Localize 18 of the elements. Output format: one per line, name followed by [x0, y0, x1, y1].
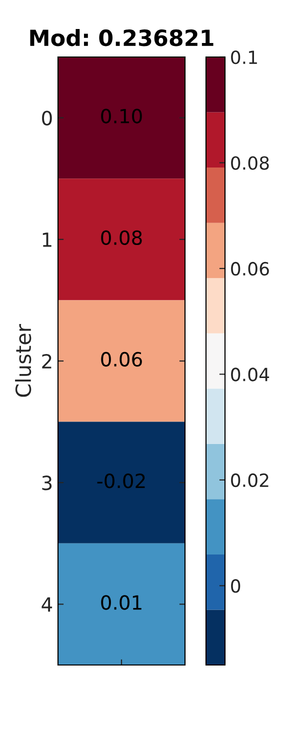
- color-bar-label: 0.02: [231, 473, 268, 488]
- color-bar-label: 0: [231, 579, 240, 593]
- y-tick-label: 0: [42, 110, 52, 126]
- y-tick-label: 2: [42, 354, 52, 368]
- y-tick-label: 4: [42, 597, 52, 612]
- data-label: 0.08: [101, 230, 142, 246]
- color-bar-label: 0.04: [231, 368, 270, 382]
- data-label: 0.10: [101, 108, 142, 124]
- y-axis-title: Cluster: [15, 324, 32, 397]
- y-tick-label: 1: [42, 232, 52, 247]
- data-label: 0.06: [101, 352, 142, 367]
- y-tick-label: 3: [42, 476, 52, 490]
- chart-title: Mod: 0.236821: [30, 29, 214, 46]
- data-label: 0.01: [101, 595, 142, 610]
- color-bar-label: 0.08: [231, 156, 269, 170]
- data-label: -0.02: [97, 474, 145, 488]
- color-bar-label: 0.06: [231, 262, 269, 276]
- color-bar-label: 0.1: [231, 50, 257, 64]
